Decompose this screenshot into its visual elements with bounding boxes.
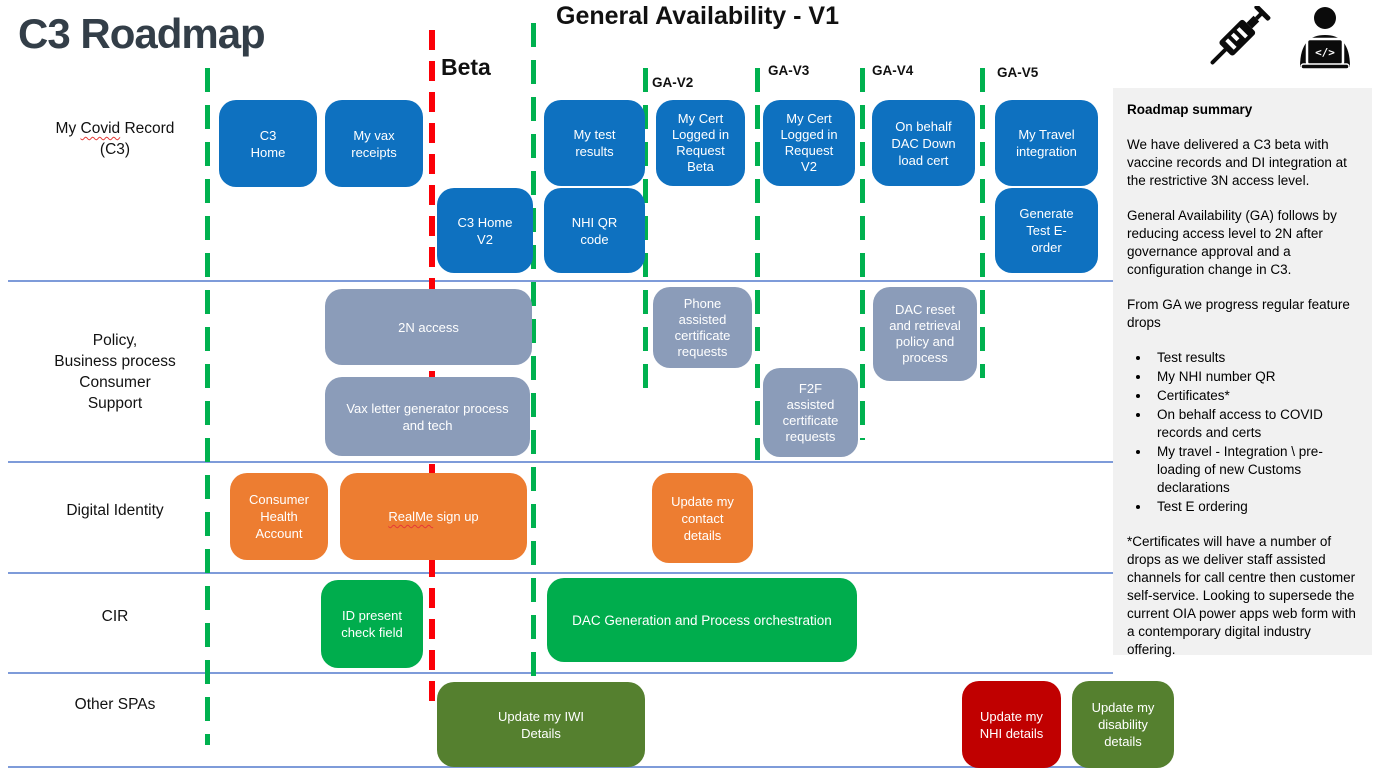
lane-covid-text-post: Record (120, 120, 175, 137)
summary-footnote: *Certificates will have a number of drop… (1127, 534, 1356, 657)
svg-text:</>: </> (1315, 46, 1335, 59)
summary-paragraph-2: General Availability (GA) follows by red… (1127, 208, 1337, 277)
feature-box-id-present-check-field: ID present check field (321, 580, 423, 668)
feature-box-c3-home: C3 Home (219, 100, 317, 187)
milestone-line-start (205, 68, 210, 745)
feature-box-update-my-contact-details: Update my contact details (652, 473, 753, 563)
summary-bullet: My travel - Integration \ pre-loading of… (1151, 443, 1359, 497)
feature-box-f2f-assisted-cert-requests: F2F assisted certificate requests (763, 368, 858, 457)
summary-bullet: Certificates* (1151, 387, 1359, 405)
realme-rest: sign up (433, 509, 479, 524)
lane-covid-text-line2: (C3) (99, 141, 131, 158)
lane-divider-1 (8, 280, 1113, 282)
milestone-line-ga-v5 (980, 68, 985, 378)
milestone-label-ga-v5: GA-V5 (997, 65, 1039, 80)
feature-box-my-cert-request-beta: My Cert Logged in Request Beta (656, 100, 745, 186)
ga-v1-header: General Availability - V1 (556, 2, 839, 30)
summary-bullet: Test results (1151, 349, 1359, 367)
feature-box-my-vax-receipts: My vax receipts (325, 100, 423, 187)
milestone-line-ga-v2 (643, 68, 648, 400)
milestone-line-ga-v4 (860, 68, 865, 440)
feature-box-consumer-health-account: Consumer Health Account (230, 473, 328, 560)
feature-box-my-test-results: My test results (544, 100, 645, 186)
lane-divider-5 (8, 766, 1113, 768)
feature-box-my-cert-request-v2: My Cert Logged in Request V2 (763, 100, 855, 186)
realme-word: RealMe (388, 509, 434, 524)
feature-box-update-my-disability-details: Update my disability details (1072, 681, 1174, 768)
milestone-label-ga-v3: GA-V3 (768, 63, 810, 78)
summary-paragraph-1: We have delivered a C3 beta with vaccine… (1127, 137, 1347, 188)
lane-divider-4 (8, 672, 1113, 674)
feature-box-c3-home-v2: C3 Home V2 (437, 188, 533, 273)
feature-box-realme-sign-up: RealMe sign up (340, 473, 527, 560)
summary-heading: Roadmap summary (1127, 102, 1253, 117)
feature-box-phone-assisted-cert-requests: Phone assisted certificate requests (653, 287, 752, 368)
feature-box-nhi-qr-code: NHI QR code (544, 188, 645, 273)
lane-label-cir: CIR (101, 608, 129, 625)
milestone-line-ga-v1 (531, 23, 536, 691)
summary-paragraph-3: From GA we progress regular feature drop… (1127, 297, 1350, 330)
roadmap-summary-panel: Roadmap summary We have delivered a C3 b… (1113, 88, 1372, 657)
summary-bullet: My NHI number QR (1151, 368, 1359, 386)
feature-box-on-behalf-dac-download-cert: On behalf DAC Down load cert (872, 100, 975, 186)
feature-box-generate-test-e-order: Generate Test E- order (995, 188, 1098, 273)
lane-divider-3 (8, 572, 1113, 574)
page-title: C3 Roadmap (18, 10, 266, 57)
feature-box-my-travel-integration: My Travel integration (995, 100, 1098, 186)
summary-bullet: On behalf access to COVID records and ce… (1151, 406, 1359, 442)
lane-label-digital-identity: Digital Identity (66, 502, 164, 519)
feature-box-dac-reset-retrieval: DAC reset and retrieval policy and proce… (873, 287, 977, 381)
milestone-label-ga-v4: GA-V4 (872, 63, 914, 78)
feature-box-update-my-nhi-details: Update my NHI details (962, 681, 1061, 768)
milestone-label-ga-v2: GA-V2 (652, 75, 694, 90)
syringe-icon (1198, 4, 1278, 68)
feature-box-2n-access: 2N access (325, 289, 532, 365)
lane-label-other-spas: Other SPAs (74, 696, 156, 713)
lane-label-policy: Policy, Business process Consumer Suppor… (54, 332, 176, 412)
person-laptop-icon: </> (1292, 5, 1356, 71)
milestone-line-beta (429, 30, 435, 702)
feature-box-dac-generation-orchestration: DAC Generation and Process orchestration (547, 578, 857, 662)
lane-label-my-covid-record: My Covid Record (C3) (25, 118, 205, 160)
feature-box-update-my-iwi-details: Update my IWI Details (437, 682, 645, 767)
summary-bullet-list: Test results My NHI number QR Certificat… (1127, 349, 1359, 516)
lane-divider-2 (8, 461, 1113, 463)
milestone-line-ga-v3 (755, 68, 760, 460)
beta-milestone-label: Beta (441, 54, 491, 80)
lane-covid-text-word: Covid (80, 120, 121, 137)
summary-bullet: Test E ordering (1151, 498, 1359, 516)
lane-covid-text-pre: My (55, 120, 81, 137)
feature-box-vax-letter-generator: Vax letter generator process and tech (325, 377, 530, 456)
